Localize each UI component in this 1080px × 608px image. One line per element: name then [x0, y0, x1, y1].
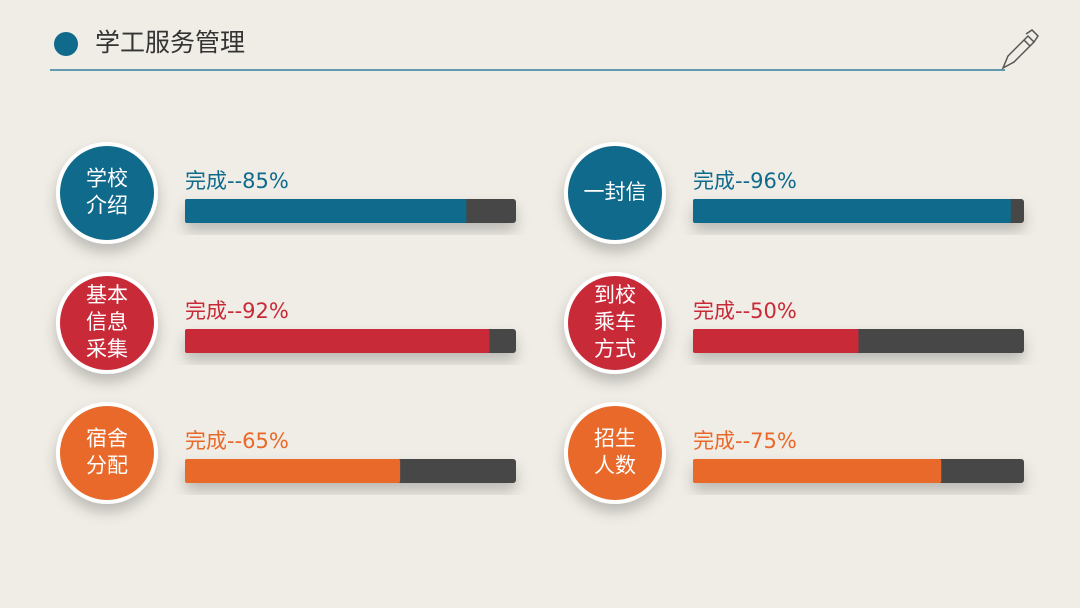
title: 学工服务管理	[95, 28, 245, 57]
item-circle-inner	[568, 406, 662, 500]
title-dot	[54, 32, 78, 56]
item-name-line: 乘车	[594, 310, 636, 334]
item-name-line: 方式	[594, 337, 636, 361]
progress-fill	[185, 199, 467, 223]
item-label: 完成--92%	[185, 299, 289, 323]
progress-fill	[693, 199, 1011, 223]
item-name: 基本信息采集	[86, 283, 128, 361]
item-name-line: 基本	[86, 283, 128, 307]
item-circle-inner	[568, 276, 662, 370]
item-circle-inner	[60, 406, 154, 500]
item-name-line: 人数	[594, 454, 636, 478]
item-name-line: 宿舍	[86, 427, 128, 451]
item-label: 完成--96%	[693, 169, 797, 193]
item-name-line: 采集	[86, 337, 128, 361]
progress-fill	[185, 329, 490, 353]
item-label: 完成--50%	[693, 299, 797, 323]
item-label: 完成--75%	[693, 429, 797, 453]
item-label: 完成--85%	[185, 169, 289, 193]
item-name-line: 介绍	[86, 194, 128, 218]
item-label: 完成--65%	[185, 429, 289, 453]
item-circle-inner	[60, 276, 154, 370]
item-name-line: 到校	[594, 283, 636, 307]
progress-fill	[185, 459, 401, 483]
item-name-line: 学校	[86, 167, 128, 191]
item-name-line: 分配	[86, 454, 128, 478]
item-name-line: 信息	[86, 310, 128, 334]
pen-icon	[1001, 29, 1039, 70]
progress-fill	[693, 329, 859, 353]
item-circle-inner	[568, 146, 662, 240]
item-circle-inner	[60, 146, 154, 240]
item-name: 宿舍分配	[86, 427, 128, 478]
item-name: 招生人数	[594, 427, 636, 478]
item-name-line: 招生	[594, 427, 636, 451]
item-name: 一封信	[584, 180, 647, 204]
progress-fill	[693, 459, 942, 483]
item-name: 学校介绍	[86, 167, 128, 218]
item-name-line: 一封信	[584, 180, 647, 204]
item-name: 到校乘车方式	[594, 283, 636, 361]
